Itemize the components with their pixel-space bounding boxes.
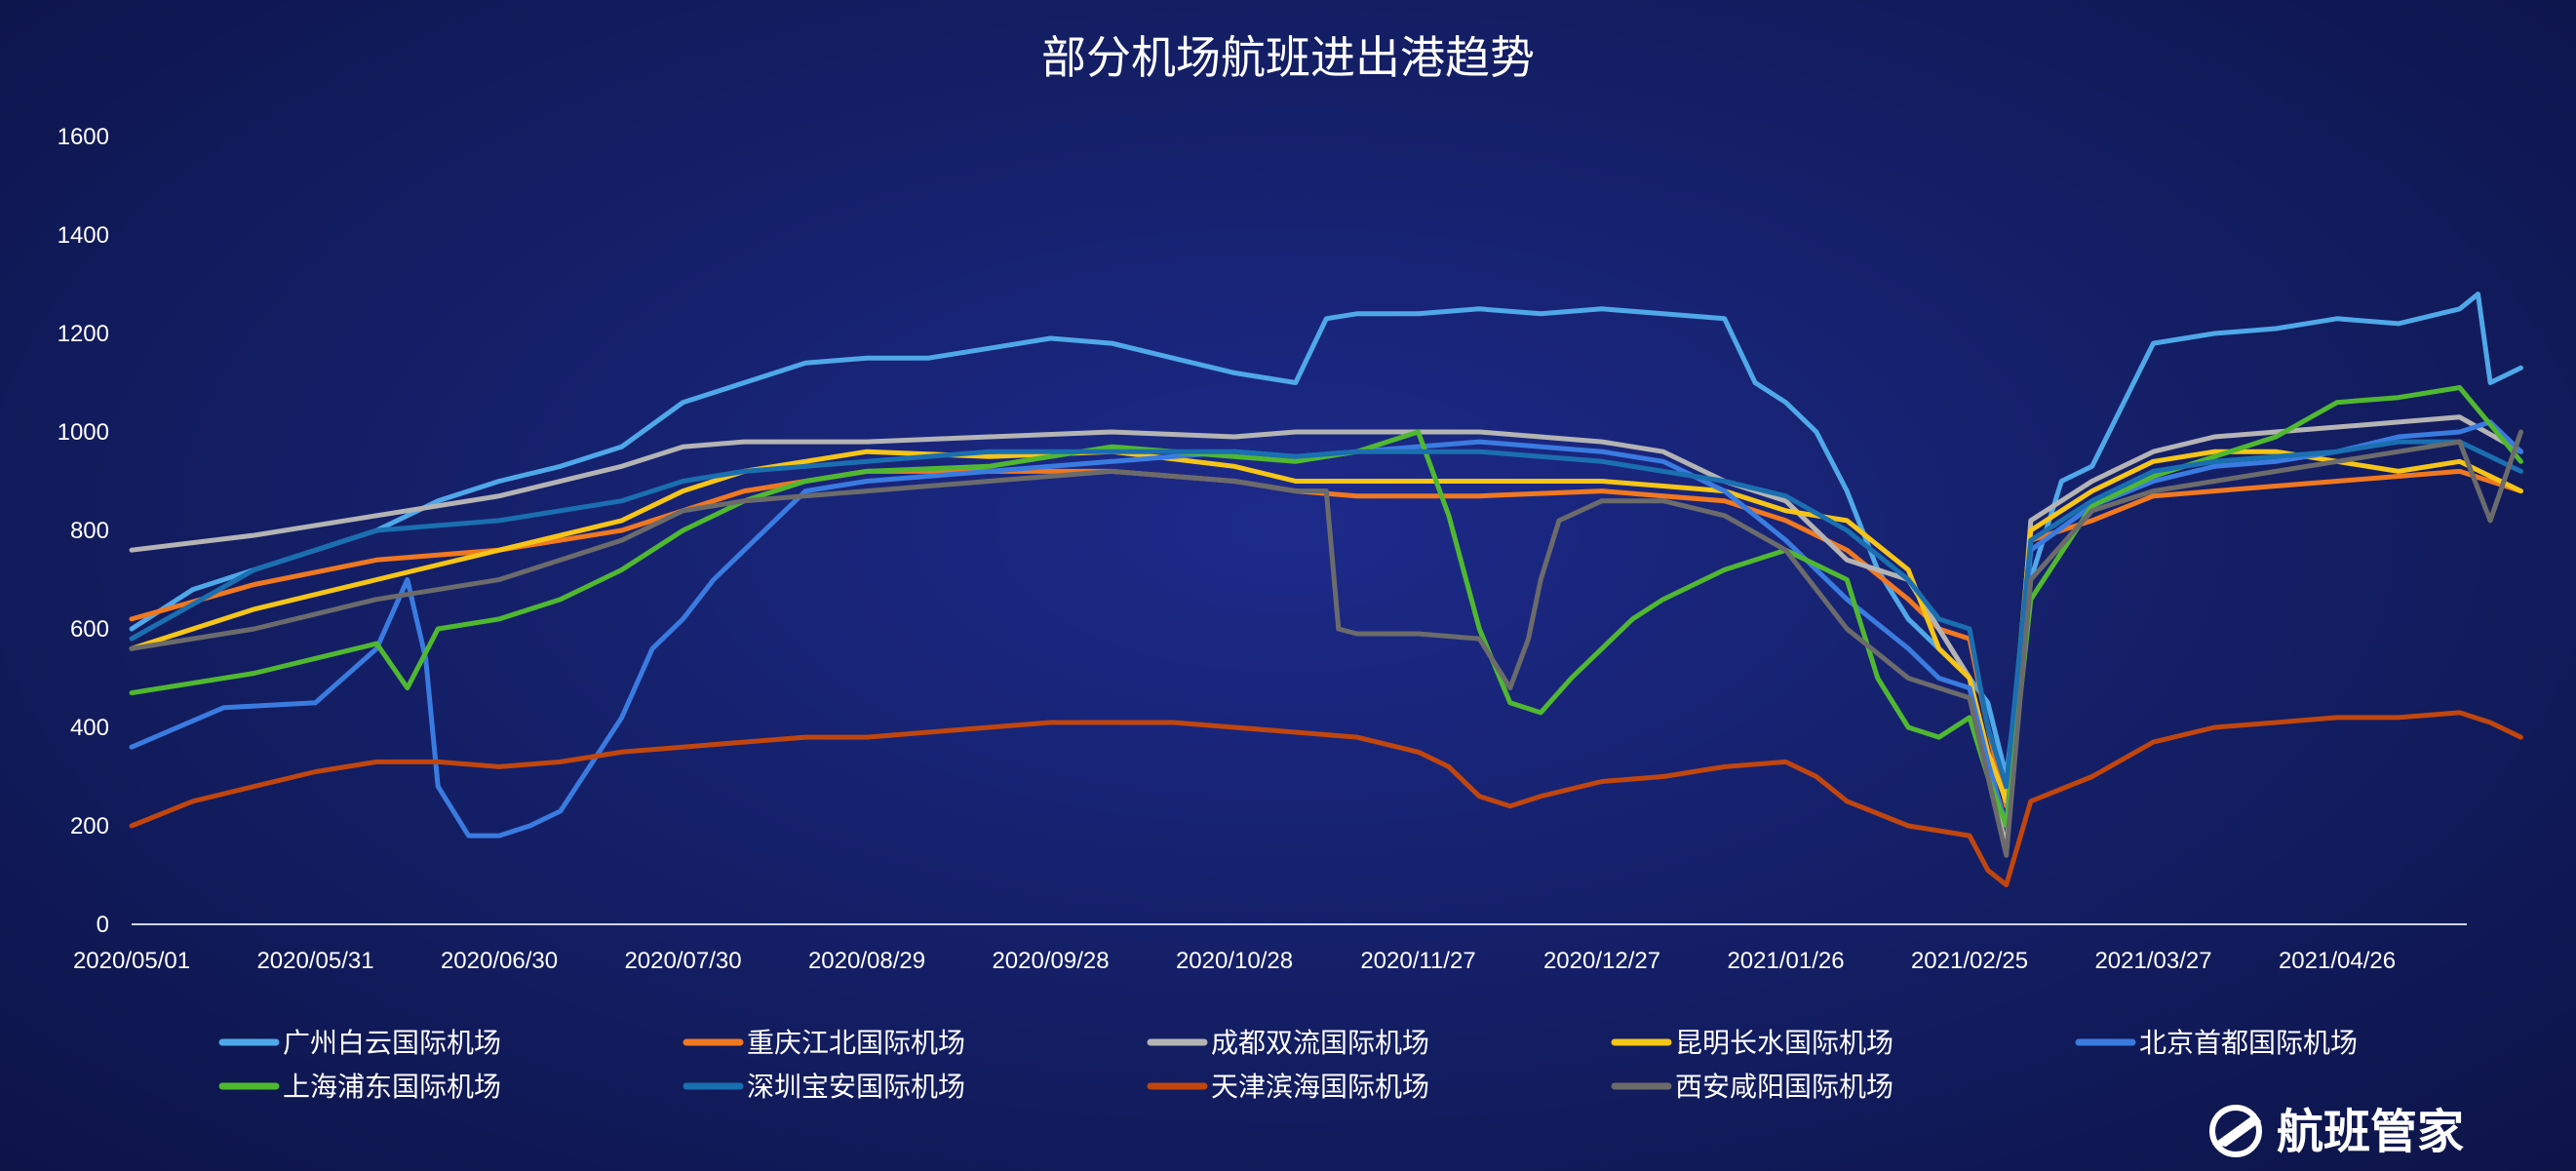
x-tick-label: 2020/07/30 xyxy=(624,948,741,974)
y-tick-label: 1200 xyxy=(58,321,109,347)
x-tick-label: 2021/04/26 xyxy=(2279,948,2396,974)
x-tick-label: 2020/08/29 xyxy=(808,948,925,974)
chart-title: 部分机场航班进出港趋势 xyxy=(1041,31,1535,84)
x-tick-label: 2021/03/27 xyxy=(2094,948,2211,974)
y-tick-label: 0 xyxy=(97,912,109,938)
y-tick-label: 1400 xyxy=(58,222,109,249)
y-axis: 0 200 400 600 800 1000 1200 1400 1600 xyxy=(58,124,109,938)
brand-name: 航班管家 xyxy=(2277,1105,2464,1159)
brand-logo: 航班管家 xyxy=(2209,1105,2464,1159)
legend-label: 昆明长水国际机场 xyxy=(1675,1027,1893,1059)
series-line xyxy=(129,292,2523,779)
x-tick-label: 2020/12/27 xyxy=(1543,948,1660,974)
legend-label: 广州白云国际机场 xyxy=(283,1027,501,1059)
legend-label: 天津滨海国际机场 xyxy=(1211,1071,1429,1103)
legend-label: 深圳宝安国际机场 xyxy=(747,1071,965,1103)
x-axis: 2020/05/01 2020/05/31 2020/06/30 2020/07/30… xyxy=(73,948,2396,974)
x-tick-label: 2020/10/28 xyxy=(1176,948,1293,974)
series-line xyxy=(129,429,2523,858)
y-tick-label: 1600 xyxy=(58,124,109,150)
y-tick-label: 800 xyxy=(70,518,109,544)
legend-label: 重庆江北国际机场 xyxy=(747,1027,965,1059)
x-tick-label: 2020/05/31 xyxy=(256,948,373,974)
x-tick-label: 2021/01/26 xyxy=(1727,948,1844,974)
x-tick-label: 2020/05/01 xyxy=(73,948,190,974)
y-tick-label: 200 xyxy=(70,813,109,839)
legend-label: 西安咸阳国际机场 xyxy=(1675,1071,1893,1103)
x-tick-label: 2020/06/30 xyxy=(441,948,558,974)
series-line xyxy=(129,468,2523,809)
plane-icon xyxy=(2212,1113,2261,1147)
x-tick-label: 2020/09/28 xyxy=(992,948,1109,974)
brand-icon xyxy=(2209,1105,2262,1157)
y-tick-label: 1000 xyxy=(58,419,109,446)
legend-label: 上海浦东国际机场 xyxy=(283,1071,501,1103)
plot-area xyxy=(129,292,2523,888)
legend-label: 北京首都国际机场 xyxy=(2139,1027,2358,1059)
x-tick-label: 2021/02/25 xyxy=(1911,948,2028,974)
y-tick-label: 600 xyxy=(70,616,109,643)
series-line xyxy=(129,710,2523,888)
series-line xyxy=(129,439,2523,790)
legend: 广州白云国际机场 重庆江北国际机场 成都双流国际机场 昆明长水国际机场 北京首都国际机场… xyxy=(218,1027,2358,1103)
x-tick-label: 2020/11/27 xyxy=(1360,948,1475,974)
legend-label: 成都双流国际机场 xyxy=(1211,1027,1429,1059)
y-tick-label: 400 xyxy=(70,715,109,741)
